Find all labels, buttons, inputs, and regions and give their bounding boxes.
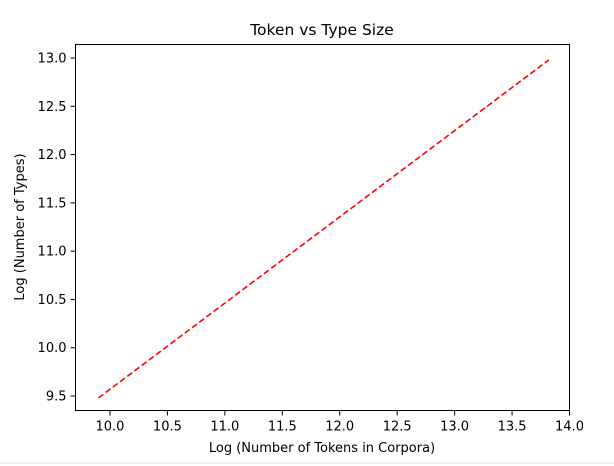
axes-frame (75, 44, 570, 411)
x-tick-label: 11.0 (210, 420, 239, 435)
x-axis-ticks: 10.0 10.5 11.0 11.5 12.0 12.5 13.0 13.5 14.0 (95, 410, 584, 435)
x-tick-label: 12.0 (325, 420, 354, 435)
y-tick-label: 12.5 (38, 100, 67, 115)
series-line (97, 59, 550, 399)
chart-title: Token vs Type Size (249, 21, 394, 39)
y-tick-label: 13.0 (38, 52, 67, 67)
y-tick-label: 11.0 (38, 245, 67, 260)
x-tick-label: 13.5 (498, 420, 527, 435)
x-tick-label: 14.0 (555, 420, 584, 435)
plot-area: 10.0 10.5 11.0 11.5 12.0 12.5 13.0 13.5 14.0 9.5… (38, 44, 584, 435)
y-tick-label: 9.5 (46, 390, 67, 405)
x-tick-label: 12.5 (383, 420, 412, 435)
x-tick-label: 13.0 (440, 420, 469, 435)
y-tick-label: 11.5 (38, 196, 67, 211)
series-layer (97, 59, 550, 399)
x-axis-label: Log (Number of Tokens in Corpora) (209, 441, 435, 456)
x-tick-label: 10.0 (95, 420, 124, 435)
y-tick-label: 12.0 (38, 148, 67, 163)
x-tick-label: 10.5 (153, 420, 182, 435)
y-tick-label: 10.0 (38, 341, 67, 356)
y-axis-ticks: 9.5 10.0 10.5 11.0 11.5 12.0 12.5 13.0 (38, 52, 76, 405)
y-tick-label: 10.5 (38, 293, 67, 308)
x-tick-label: 11.5 (268, 420, 297, 435)
y-axis-label: Log (Number of Types) (13, 153, 28, 300)
